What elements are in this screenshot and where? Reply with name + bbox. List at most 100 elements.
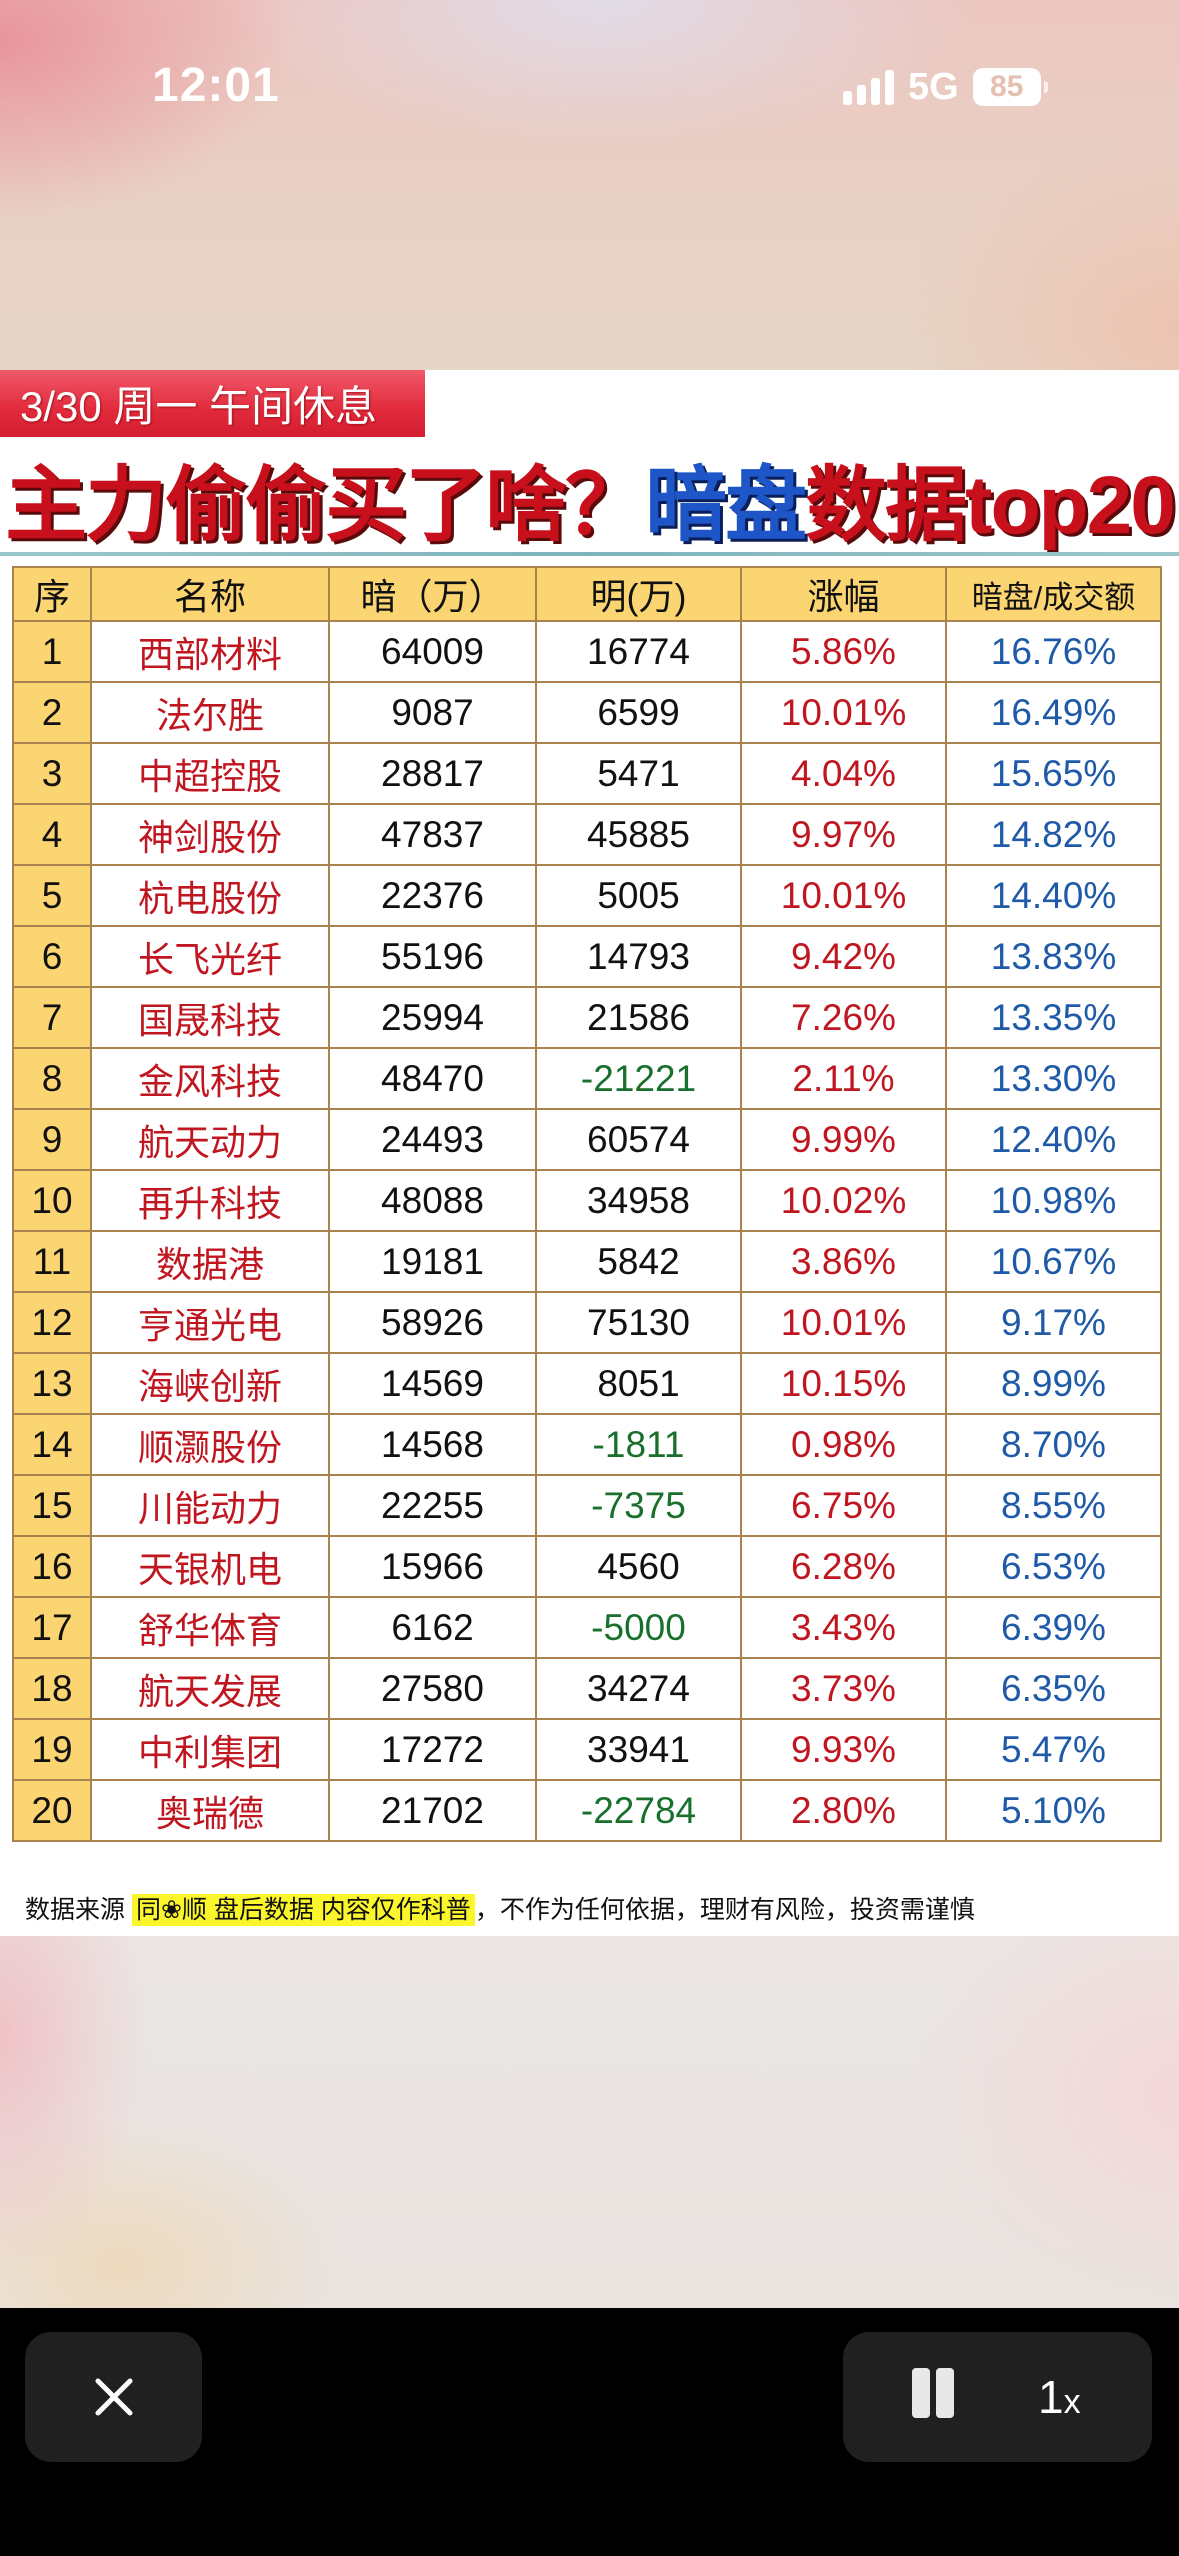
row-index: 20: [12, 1779, 92, 1842]
dark-ratio: 8.55%: [945, 1474, 1162, 1537]
row-index: 12: [12, 1291, 92, 1354]
row-index: 10: [12, 1169, 92, 1232]
dark-ratio: 14.82%: [945, 803, 1162, 866]
lit-volume: 16774: [535, 620, 742, 683]
header-lit-volume: 明(万): [535, 566, 742, 622]
price-change: 2.11%: [740, 1047, 947, 1110]
price-change: 9.99%: [740, 1108, 947, 1171]
dark-ratio: 8.70%: [945, 1413, 1162, 1476]
row-index: 9: [12, 1108, 92, 1171]
row-index: 13: [12, 1352, 92, 1415]
stock-name: 再升科技: [90, 1169, 330, 1232]
price-change: 10.01%: [740, 1291, 947, 1354]
dark-ratio: 6.53%: [945, 1535, 1162, 1598]
lit-volume: -7375: [535, 1474, 742, 1537]
lit-volume: 75130: [535, 1291, 742, 1354]
price-change: 3.86%: [740, 1230, 947, 1293]
pause-icon: [912, 2368, 930, 2418]
content-image: 3/30 周一 午间休息 主力偷偷买了啥？ 暗盘 数据top20 序 名称 暗（…: [0, 370, 1179, 1936]
header-change: 涨幅: [740, 566, 947, 622]
row-index: 15: [12, 1474, 92, 1537]
stock-name: 海峡创新: [90, 1352, 330, 1415]
playback-group: 1x: [843, 2332, 1152, 2462]
blurred-background-bottom: [0, 1936, 1179, 2308]
row-index: 8: [12, 1047, 92, 1110]
lit-volume: -5000: [535, 1596, 742, 1659]
dark-volume: 21702: [328, 1779, 537, 1842]
table-row: 20 奥瑞德 21702 -22784 2.80% 5.10%: [12, 1779, 1162, 1842]
table-row: 9 航天动力 24493 60574 9.99% 12.40%: [12, 1108, 1162, 1171]
table-row: 19 中利集团 17272 33941 9.93% 5.47%: [12, 1718, 1162, 1781]
price-change: 10.02%: [740, 1169, 947, 1232]
lit-volume: -21221: [535, 1047, 742, 1110]
dark-ratio: 16.49%: [945, 681, 1162, 744]
dark-volume: 17272: [328, 1718, 537, 1781]
price-change: 6.75%: [740, 1474, 947, 1537]
note-prefix: 数据来源: [25, 1896, 126, 1924]
header-index: 序: [12, 566, 92, 622]
table-row: 2 法尔胜 9087 6599 10.01% 16.49%: [12, 681, 1162, 744]
price-change: 6.28%: [740, 1535, 947, 1598]
close-icon: [95, 2378, 132, 2416]
stock-name: 西部材料: [90, 620, 330, 683]
table-row: 5 杭电股份 22376 5005 10.01% 14.40%: [12, 864, 1162, 927]
dark-volume: 14568: [328, 1413, 537, 1476]
table-body: 1 西部材料 64009 16774 5.86% 16.76% 2 法尔胜 9087 6599 10…: [12, 620, 1162, 1842]
dark-ratio: 5.47%: [945, 1718, 1162, 1781]
price-change: 0.98%: [740, 1413, 947, 1476]
pause-button[interactable]: [903, 2368, 963, 2426]
lit-volume: 6599: [535, 681, 742, 744]
dark-ratio: 14.40%: [945, 864, 1162, 927]
dark-ratio: 12.40%: [945, 1108, 1162, 1171]
stock-name: 长飞光纤: [90, 925, 330, 988]
dark-volume: 47837: [328, 803, 537, 866]
dark-ratio: 15.65%: [945, 742, 1162, 805]
speed-button[interactable]: 1x: [1038, 2368, 1081, 2431]
dark-ratio: 16.76%: [945, 620, 1162, 683]
price-change: 3.43%: [740, 1596, 947, 1659]
lit-volume: 21586: [535, 986, 742, 1049]
dark-ratio: 5.10%: [945, 1779, 1162, 1842]
lit-volume: 14793: [535, 925, 742, 988]
signal-icon: [843, 69, 894, 105]
dark-volume: 9087: [328, 681, 537, 744]
lit-volume: 5842: [535, 1230, 742, 1293]
title-part-top20: 数据top20: [805, 459, 1176, 551]
stock-name: 中超控股: [90, 742, 330, 805]
row-index: 6: [12, 925, 92, 988]
table-row: 6 长飞光纤 55196 14793 9.42% 13.83%: [12, 925, 1162, 988]
dark-ratio: 13.83%: [945, 925, 1162, 988]
stock-name: 舒华体育: [90, 1596, 330, 1659]
lit-volume: 5471: [535, 742, 742, 805]
title-part-question: 主力偷偷买了啥？: [5, 459, 647, 551]
lit-volume: 4560: [535, 1535, 742, 1598]
header-dark-ratio: 暗盘/成交额: [945, 566, 1162, 622]
table-row: 12 亨通光电 58926 75130 10.01% 9.17%: [12, 1291, 1162, 1354]
dark-volume: 58926: [328, 1291, 537, 1354]
dark-volume: 28817: [328, 742, 537, 805]
table-row: 10 再升科技 48088 34958 10.02% 10.98%: [12, 1169, 1162, 1232]
note-disclaimer: ，不作为任何依据，理财有风险，投资需谨慎: [474, 1896, 975, 1924]
dark-volume: 48088: [328, 1169, 537, 1232]
price-change: 9.93%: [740, 1718, 947, 1781]
status-bar: 12:01 5G 85: [0, 0, 1179, 175]
dark-volume: 64009: [328, 620, 537, 683]
dark-volume: 48470: [328, 1047, 537, 1110]
row-index: 19: [12, 1718, 92, 1781]
row-index: 7: [12, 986, 92, 1049]
row-index: 18: [12, 1657, 92, 1720]
price-change: 10.15%: [740, 1352, 947, 1415]
row-index: 3: [12, 742, 92, 805]
row-index: 16: [12, 1535, 92, 1598]
dark-volume: 55196: [328, 925, 537, 988]
lit-volume: 5005: [535, 864, 742, 927]
blurred-background-top: [0, 0, 1179, 372]
stock-name: 川能动力: [90, 1474, 330, 1537]
row-index: 2: [12, 681, 92, 744]
stock-name: 天银机电: [90, 1535, 330, 1598]
close-button[interactable]: [25, 2332, 202, 2462]
row-index: 17: [12, 1596, 92, 1659]
table-row: 16 天银机电 15966 4560 6.28% 6.53%: [12, 1535, 1162, 1598]
speed-value: 1: [1038, 2371, 1064, 2423]
table-row: 13 海峡创新 14569 8051 10.15% 8.99%: [12, 1352, 1162, 1415]
